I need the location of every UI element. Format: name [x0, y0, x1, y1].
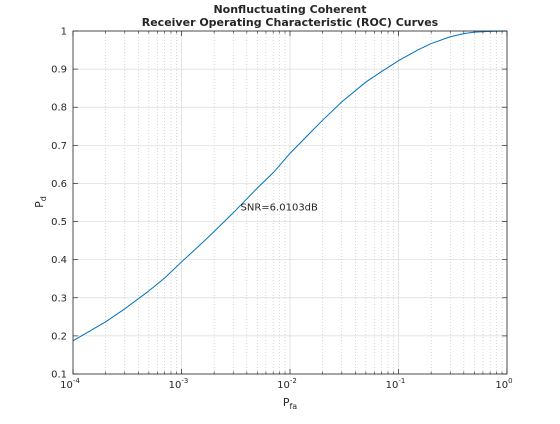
- x-axis-label: Pfa: [283, 396, 297, 411]
- x-tick-label: 10-3: [169, 377, 189, 391]
- y-tick-label: 0.8: [51, 103, 67, 114]
- x-tick-label-base: 10: [60, 380, 73, 391]
- minor-grid: [105, 31, 503, 374]
- roc-curve-line: [72, 30, 508, 342]
- y-tick-label: 0.7: [51, 141, 67, 152]
- y-tick-label: 0.6: [51, 179, 67, 190]
- y-tick-label: 0.9: [51, 65, 67, 76]
- annotations: SNR=6.0103dB: [241, 202, 318, 213]
- y-tick-labels: 0.1 0.2 0.3 0.4 0.5 0.6 0.7 0.8 0.9 1: [51, 27, 67, 381]
- y-axis-label-main: P: [33, 201, 46, 208]
- x-tick-label-base: 10: [169, 380, 182, 391]
- snr-annotation: SNR=6.0103dB: [241, 202, 318, 213]
- y-axis-label-sub: d: [39, 196, 48, 201]
- y-tick-label: 0.3: [51, 293, 67, 304]
- y-tick-label: 0.4: [51, 255, 67, 266]
- x-tick-label-base: 10: [277, 380, 290, 391]
- y-tick-label: 0.2: [51, 331, 67, 342]
- chart-title-line-1: Nonfluctuating Coherent: [213, 3, 366, 16]
- x-axis-label-main: P: [283, 396, 290, 409]
- x-tick-labels: 10-4 10-3 10-2 10-1 100: [60, 377, 512, 391]
- x-tick-label-base: 10: [386, 380, 399, 391]
- y-tick-label: 0.1: [51, 370, 67, 381]
- x-tick-label: 10-1: [386, 377, 406, 391]
- y-tick-label: 0.5: [51, 217, 67, 228]
- x-tick-label-exponent: -1: [398, 377, 405, 385]
- axis-ticks: [72, 30, 508, 375]
- x-tick-label-exponent: -4: [73, 377, 81, 385]
- x-tick-label-exponent: -3: [181, 377, 188, 385]
- x-tick-label-base: 10: [495, 380, 508, 391]
- x-tick-label-exponent: -2: [290, 377, 297, 385]
- y-axis-label: Pd: [33, 196, 48, 208]
- x-tick-label: 10-2: [277, 377, 297, 391]
- x-tick-label-exponent: 0: [508, 377, 512, 385]
- y-tick-label: 1: [61, 27, 67, 38]
- series-layer: [72, 30, 508, 342]
- x-axis-label-sub: fa: [289, 402, 297, 411]
- chart-title-line-2: Receiver Operating Characteristic (ROC) …: [142, 16, 439, 29]
- x-tick-label: 100: [495, 377, 512, 391]
- x-tick-label: 10-4: [60, 377, 80, 391]
